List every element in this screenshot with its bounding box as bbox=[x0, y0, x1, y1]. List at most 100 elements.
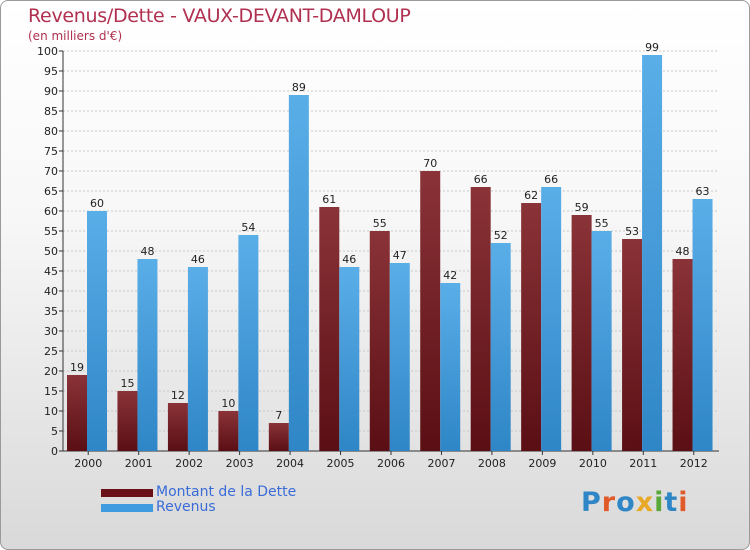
y-tick-label: 10 bbox=[44, 405, 58, 418]
y-tick-label: 100 bbox=[37, 45, 58, 58]
bar-revenus bbox=[692, 199, 713, 451]
y-tick-label: 35 bbox=[44, 305, 58, 318]
logo-letter: i bbox=[678, 487, 689, 518]
x-tick-label: 2006 bbox=[377, 457, 405, 470]
y-tick-label: 0 bbox=[51, 445, 58, 458]
y-tick-label: 75 bbox=[44, 145, 58, 158]
value-label: 19 bbox=[70, 361, 84, 374]
logo-letter: i bbox=[654, 487, 665, 518]
proxiti-logo: Proxiti bbox=[581, 487, 689, 518]
y-tick-label: 85 bbox=[44, 105, 58, 118]
y-tick-label: 65 bbox=[44, 185, 58, 198]
value-label: 52 bbox=[494, 229, 508, 242]
y-tick-label: 95 bbox=[44, 65, 58, 78]
value-label: 89 bbox=[292, 81, 306, 94]
bar-revenus bbox=[541, 187, 562, 451]
value-label: 55 bbox=[595, 217, 609, 230]
logo-letter: r bbox=[601, 487, 617, 518]
bar-revenus bbox=[591, 231, 612, 451]
y-tick-label: 80 bbox=[44, 125, 58, 138]
x-tick-label: 2010 bbox=[579, 457, 607, 470]
bars bbox=[67, 55, 713, 451]
bar-dette bbox=[117, 391, 138, 451]
value-label: 66 bbox=[474, 173, 488, 186]
bar-dette bbox=[521, 203, 542, 451]
x-tick-label: 2002 bbox=[175, 457, 203, 470]
x-tick-label: 2012 bbox=[680, 457, 708, 470]
bar-dette bbox=[369, 231, 390, 451]
legend-label-dette: Montant de la Dette bbox=[156, 484, 297, 500]
bar-dette bbox=[571, 215, 592, 451]
bar-dette bbox=[67, 375, 87, 451]
y-tick-label: 45 bbox=[44, 265, 58, 278]
y-tick-label: 20 bbox=[44, 365, 58, 378]
value-label: 70 bbox=[423, 157, 437, 170]
value-label: 55 bbox=[373, 217, 387, 230]
bar-revenus bbox=[339, 267, 360, 451]
value-label: 48 bbox=[140, 245, 154, 258]
logo-letter: o bbox=[616, 487, 636, 518]
y-tick-label: 40 bbox=[44, 285, 58, 298]
bar-dette bbox=[622, 239, 643, 451]
value-label: 46 bbox=[191, 253, 205, 266]
chart-title: Revenus/Dette - VAUX-DEVANT-DAMLOUP bbox=[28, 5, 411, 27]
bar-revenus bbox=[288, 95, 309, 451]
logo-letter: t bbox=[664, 487, 679, 518]
value-label: 48 bbox=[676, 245, 690, 258]
bar-revenus bbox=[642, 55, 663, 451]
value-labels: 19 60 15 48 12 46 10 54 7 89 61 46 55 47 70 42 66 52 62 66 5… bbox=[70, 41, 710, 422]
legend-swatch-revenus bbox=[101, 504, 153, 512]
bar-dette bbox=[319, 207, 340, 451]
value-label: 99 bbox=[645, 41, 659, 54]
value-label: 63 bbox=[696, 185, 710, 198]
x-tick-label: 2008 bbox=[478, 457, 506, 470]
y-tick-label: 70 bbox=[44, 165, 58, 178]
bar-dette bbox=[218, 411, 239, 451]
bar-dette bbox=[268, 423, 289, 451]
bar-revenus bbox=[440, 283, 461, 451]
value-label: 54 bbox=[241, 221, 255, 234]
bar-revenus bbox=[389, 263, 410, 451]
y-tick-label: 30 bbox=[44, 325, 58, 338]
y-tick-label: 5 bbox=[51, 425, 58, 438]
y-tick-label: 60 bbox=[44, 205, 58, 218]
value-label: 10 bbox=[221, 397, 235, 410]
x-tick-label: 2004 bbox=[276, 457, 304, 470]
bar-dette bbox=[470, 187, 491, 451]
y-tick-label: 55 bbox=[44, 225, 58, 238]
value-label: 47 bbox=[393, 249, 407, 262]
x-tick-label: 2007 bbox=[427, 457, 455, 470]
legend-label-revenus: Revenus bbox=[156, 499, 216, 515]
logo-letter: x bbox=[635, 487, 655, 518]
y-tick-label: 15 bbox=[44, 385, 58, 398]
value-label: 60 bbox=[90, 197, 104, 210]
x-tick-label: 2009 bbox=[528, 457, 556, 470]
bar-dette bbox=[167, 403, 188, 451]
value-label: 66 bbox=[544, 173, 558, 186]
x-tick-label: 2003 bbox=[226, 457, 254, 470]
value-label: 15 bbox=[120, 377, 134, 390]
value-label: 7 bbox=[275, 409, 282, 422]
x-tick-label: 2005 bbox=[327, 457, 355, 470]
value-label: 46 bbox=[342, 253, 356, 266]
value-label: 59 bbox=[575, 201, 589, 214]
bar-revenus bbox=[490, 243, 511, 451]
x-tick-label: 2011 bbox=[629, 457, 657, 470]
y-tick-label: 25 bbox=[44, 345, 58, 358]
bar-revenus bbox=[187, 267, 208, 451]
value-label: 62 bbox=[524, 189, 538, 202]
y-tick-label: 90 bbox=[44, 85, 58, 98]
value-label: 12 bbox=[171, 389, 185, 402]
legend-swatch-dette bbox=[101, 489, 153, 497]
bar-revenus bbox=[87, 211, 107, 451]
x-tick-label: 2001 bbox=[125, 457, 153, 470]
bar-dette bbox=[672, 259, 693, 451]
y-tick-label: 50 bbox=[44, 245, 58, 258]
chart-subtitle: (en milliers d'€) bbox=[28, 29, 123, 43]
bar-revenus bbox=[137, 259, 158, 451]
bar-revenus bbox=[238, 235, 259, 451]
value-label: 61 bbox=[322, 193, 336, 206]
bar-dette bbox=[420, 171, 441, 451]
